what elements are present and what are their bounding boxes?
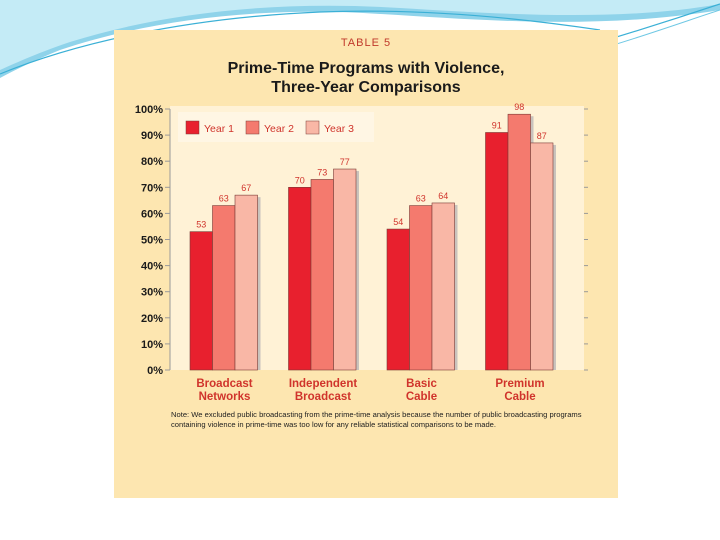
bar: [409, 205, 433, 371]
bar-value-label: 63: [416, 194, 426, 204]
bar: [386, 228, 410, 371]
legend-label: Year 3: [324, 123, 354, 135]
chart-note: Note: We excluded public broadcasting fr…: [171, 410, 582, 429]
x-category-label: Premium: [495, 378, 544, 390]
y-tick-label: 20%: [141, 313, 163, 325]
y-tick-label: 0%: [147, 365, 163, 377]
bar-value-label: 73: [317, 167, 327, 177]
bar: [288, 187, 312, 371]
legend-swatch: [185, 120, 200, 135]
bar: [530, 142, 554, 371]
bar: [310, 179, 334, 371]
legend-swatch: [305, 120, 320, 135]
legend-swatch: [245, 120, 260, 135]
x-category-label: Basic: [406, 378, 437, 390]
x-category-label: Broadcast: [196, 378, 252, 390]
x-category-label: Cable: [406, 391, 437, 403]
y-tick-label: 100%: [135, 104, 163, 116]
y-tick-label: 40%: [141, 261, 163, 273]
bar: [507, 113, 531, 371]
bar-value-label: 54: [393, 217, 403, 227]
table-label: TABLE 5: [340, 37, 392, 49]
bar: [431, 202, 455, 371]
legend-box: [178, 112, 374, 142]
y-tick-label: 70%: [141, 182, 163, 194]
x-category-label: Independent: [289, 378, 358, 390]
bar-value-label: 70: [295, 175, 305, 185]
y-tick-label: 60%: [141, 208, 163, 220]
bar-value-label: 98: [514, 102, 524, 112]
y-tick-label: 80%: [141, 156, 163, 168]
bar-value-label: 64: [438, 191, 448, 201]
bar-chart: 0% 10% 20% 30% 40% 50% 60% 70% 80% 90% 100% 53 63 67 B…: [135, 102, 588, 403]
y-tick-label: 90%: [141, 130, 163, 142]
bar: [189, 231, 213, 371]
bar: [333, 168, 357, 371]
legend-label: Year 1: [204, 123, 234, 135]
chart-panel: TABLE 5 Prime-Time Programs with Violenc…: [114, 30, 618, 498]
bar-value-label: 91: [492, 120, 502, 130]
legend-label: Year 2: [264, 123, 294, 135]
x-category-label: Broadcast: [295, 391, 351, 403]
y-tick-label: 30%: [141, 287, 163, 299]
y-tick-label: 50%: [141, 235, 163, 247]
bar: [485, 132, 509, 371]
bar-value-label: 63: [219, 194, 229, 204]
bar-value-label: 67: [241, 183, 251, 193]
bar-value-label: 77: [340, 157, 350, 167]
y-tick-label: 10%: [141, 339, 163, 351]
bar-value-label: 87: [537, 131, 547, 141]
chart-title: Prime-Time Programs with Violence, Three…: [114, 59, 618, 97]
chart-title-line-2: Three-Year Comparisons: [271, 79, 461, 96]
bar: [212, 205, 236, 371]
x-category-label: Networks: [199, 391, 251, 403]
x-category-label: Cable: [504, 391, 535, 403]
bar-value-label: 53: [196, 220, 206, 230]
chart-title-line-1: Prime-Time Programs with Violence,: [227, 60, 505, 77]
bar: [234, 194, 258, 371]
